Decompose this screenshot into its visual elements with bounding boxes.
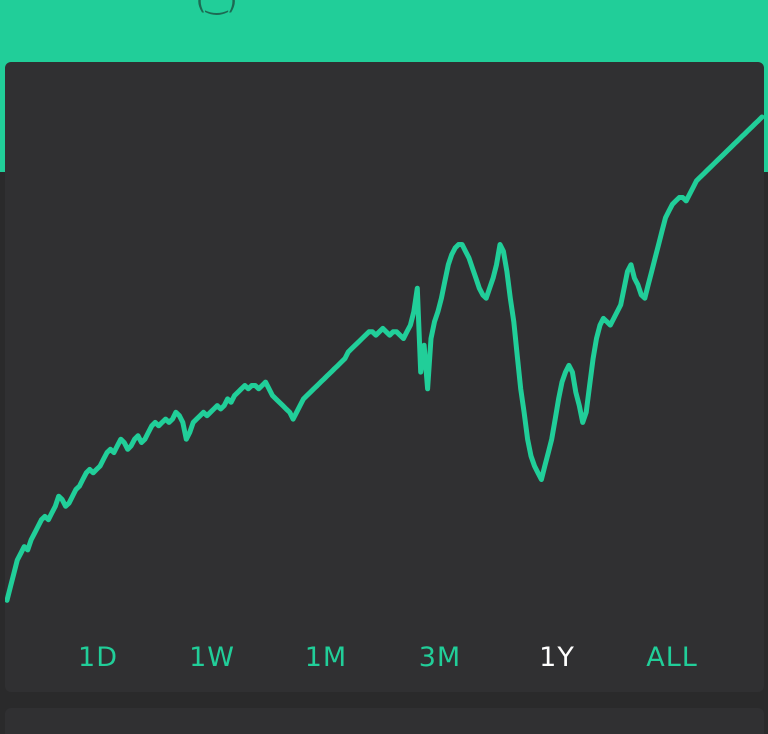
range-all-button[interactable]: ALL: [646, 642, 698, 673]
range-1w-button[interactable]: 1W: [189, 642, 235, 673]
next-card: [5, 708, 764, 734]
range-1m-button[interactable]: 1M: [304, 642, 348, 673]
range-selector: 1D 1W 1M 3M 1Y ALL: [5, 624, 764, 692]
chart-line-series: [5, 114, 764, 603]
range-1y-button[interactable]: 1Y: [539, 642, 575, 673]
chart-card: 1D 1W 1M 3M 1Y ALL: [5, 62, 764, 692]
header-glyph: (‿): [196, 0, 238, 16]
range-3m-button[interactable]: 3M: [418, 642, 462, 673]
price-chart[interactable]: [5, 62, 764, 622]
range-1d-button[interactable]: 1D: [78, 642, 118, 673]
